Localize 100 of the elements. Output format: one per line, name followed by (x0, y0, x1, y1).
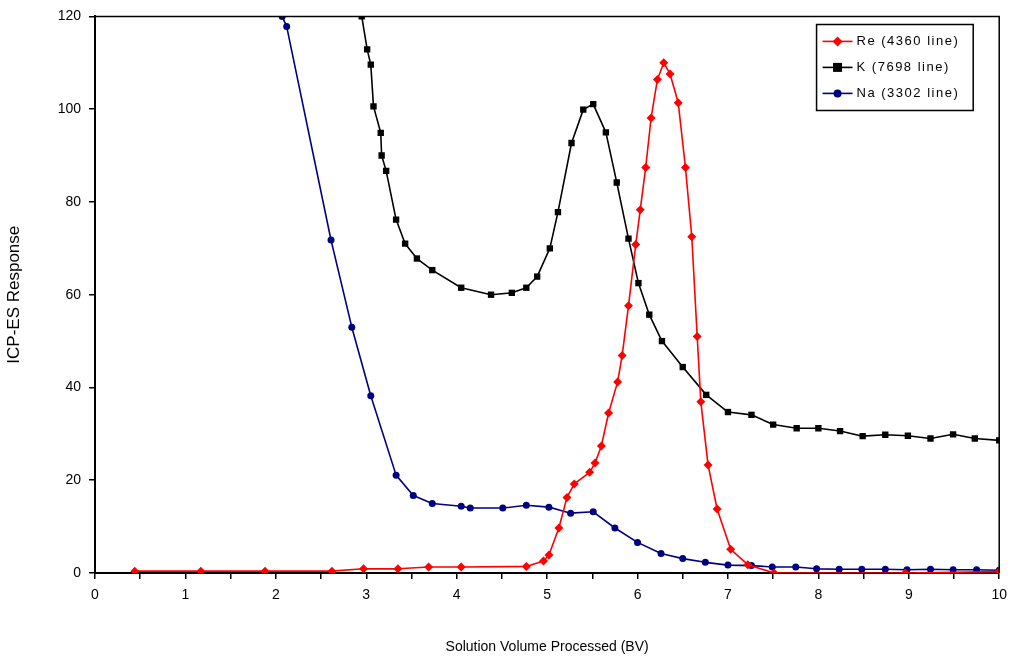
point (424, 562, 434, 572)
point (367, 392, 375, 400)
point (392, 216, 400, 223)
point (646, 113, 656, 123)
point (859, 432, 866, 440)
point (769, 421, 777, 428)
legend-label: Na (3302 line) (856, 84, 960, 100)
point (568, 139, 575, 147)
point (554, 523, 564, 533)
point (382, 167, 390, 175)
point (196, 566, 206, 573)
point (589, 508, 597, 516)
point (692, 331, 702, 341)
point (604, 408, 614, 418)
point (646, 311, 653, 318)
y-tick-label: 100 (57, 100, 82, 117)
point (554, 208, 562, 216)
point (641, 163, 651, 173)
point (835, 565, 843, 573)
x-axis-title: Solution Volume Processed (BV) (445, 638, 649, 655)
point (748, 411, 755, 419)
y-axis-title: ICP-ES Response (3, 225, 23, 364)
point (544, 550, 554, 560)
point (613, 179, 620, 186)
point (613, 377, 623, 387)
x-tick-label: 3 (362, 586, 371, 603)
point (657, 550, 665, 558)
point (466, 504, 474, 512)
point (522, 501, 530, 509)
point (927, 435, 934, 442)
point (348, 323, 356, 331)
point (596, 441, 606, 451)
x-tick-label: 7 (724, 586, 733, 603)
point (726, 544, 736, 554)
point (971, 435, 978, 442)
y-tick-label: 60 (65, 285, 82, 302)
x-tick-label: 8 (814, 586, 823, 603)
y-tick-label: 80 (65, 192, 82, 209)
point (359, 564, 369, 573)
point (283, 23, 291, 31)
point (428, 499, 436, 507)
point (680, 163, 690, 173)
point (673, 98, 683, 108)
y-tick-label: 20 (65, 471, 82, 488)
point (635, 205, 645, 215)
x-tick-label: 5 (543, 586, 552, 603)
point (401, 240, 409, 247)
x-tick-label: 9 (904, 586, 913, 603)
x-tick-label: 0 (91, 586, 100, 603)
point (370, 103, 377, 110)
point (701, 558, 709, 566)
legend-label: Re (4360 line) (856, 32, 960, 48)
point (393, 564, 403, 573)
x-tick-label: 2 (271, 586, 280, 603)
x-tick-label: 6 (633, 586, 642, 603)
point (538, 556, 548, 566)
point (602, 129, 610, 136)
point (413, 255, 421, 262)
point (367, 61, 374, 68)
point (458, 284, 465, 291)
point (523, 284, 530, 291)
point (567, 509, 575, 517)
point (585, 467, 595, 477)
point (611, 524, 619, 532)
point (926, 565, 934, 573)
point (703, 460, 713, 470)
point (696, 397, 706, 407)
point (260, 566, 270, 573)
x-tick-label: 4 (452, 586, 461, 603)
point (793, 425, 800, 432)
point (521, 562, 531, 572)
point (743, 560, 753, 570)
point (456, 562, 466, 572)
point (533, 273, 541, 280)
point (327, 566, 337, 573)
point (881, 565, 889, 573)
y-tick-label: 40 (65, 378, 82, 395)
point (813, 565, 821, 573)
point (687, 232, 697, 242)
point (580, 106, 587, 113)
point (545, 503, 553, 511)
point (712, 504, 722, 514)
point (569, 479, 579, 489)
x-tick-label: 10 (991, 586, 1008, 603)
point (617, 350, 627, 360)
point (625, 235, 632, 242)
point (623, 301, 633, 311)
point (634, 538, 642, 546)
point (768, 563, 776, 571)
point (499, 504, 507, 512)
point (130, 566, 140, 573)
point (631, 240, 641, 250)
point (858, 565, 866, 573)
x-tick-label: 1 (181, 586, 190, 603)
point (457, 502, 465, 510)
point (409, 492, 417, 500)
point (659, 58, 669, 68)
point (635, 279, 642, 287)
point (327, 236, 335, 244)
point (363, 46, 371, 53)
